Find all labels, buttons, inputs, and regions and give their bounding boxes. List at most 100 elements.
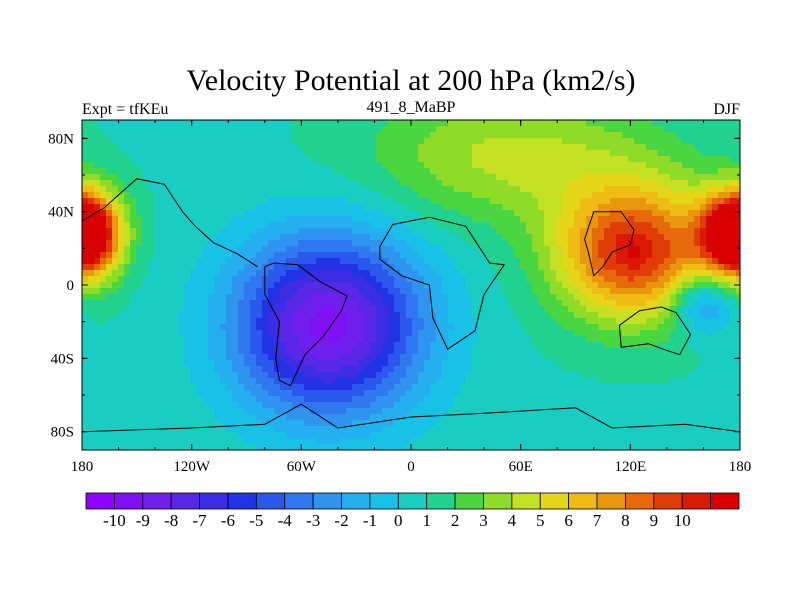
field-cell	[640, 246, 647, 253]
field-cell	[604, 372, 611, 379]
field-cell	[682, 378, 689, 385]
field-cell	[238, 186, 245, 193]
field-cell	[556, 336, 563, 343]
field-cell	[244, 258, 251, 265]
field-cell	[154, 150, 161, 157]
field-cell	[460, 156, 467, 163]
field-cell	[472, 138, 479, 145]
field-cell	[292, 186, 299, 193]
field-cell	[502, 258, 509, 265]
field-cell	[694, 360, 701, 367]
field-cell	[418, 168, 425, 175]
field-cell	[586, 144, 593, 151]
field-cell	[130, 270, 137, 277]
field-cell	[700, 240, 707, 247]
field-cell	[640, 366, 647, 373]
field-cell	[412, 126, 419, 133]
field-cell	[310, 384, 317, 391]
field-cell	[142, 378, 149, 385]
field-cell	[298, 306, 305, 313]
field-cell	[628, 270, 635, 277]
field-cell	[148, 168, 155, 175]
field-cell	[358, 126, 365, 133]
field-cell	[682, 246, 689, 253]
field-cell	[94, 126, 101, 133]
field-cell	[628, 216, 635, 223]
field-cell	[322, 204, 329, 211]
field-cell	[460, 354, 467, 361]
field-cell	[118, 120, 125, 127]
field-cell	[352, 204, 359, 211]
field-cell	[682, 138, 689, 145]
field-cell	[244, 336, 251, 343]
field-cell	[388, 246, 395, 253]
field-cell	[112, 384, 119, 391]
field-cell	[658, 198, 665, 205]
field-cell	[712, 174, 719, 181]
field-cell	[580, 180, 587, 187]
field-cell	[514, 294, 521, 301]
field-cell	[640, 150, 647, 157]
field-cell	[310, 120, 317, 127]
field-cell	[676, 156, 683, 163]
field-cell	[730, 258, 737, 265]
field-cell	[346, 348, 353, 355]
field-cell	[448, 282, 455, 289]
field-cell	[688, 384, 695, 391]
field-cell	[634, 270, 641, 277]
field-cell	[592, 240, 599, 247]
field-cell	[712, 270, 719, 277]
field-cell	[166, 390, 173, 397]
field-cell	[250, 198, 257, 205]
field-cell	[382, 228, 389, 235]
field-cell	[262, 210, 269, 217]
field-cell	[154, 330, 161, 337]
field-cell	[376, 324, 383, 331]
field-cell	[652, 366, 659, 373]
field-cell	[628, 210, 635, 217]
field-cell	[424, 360, 431, 367]
field-cell	[658, 168, 665, 175]
field-cell	[262, 318, 269, 325]
field-cell	[640, 228, 647, 235]
field-cell	[358, 144, 365, 151]
field-cell	[724, 366, 731, 373]
field-cell	[340, 192, 347, 199]
field-cell	[616, 228, 623, 235]
field-cell	[400, 144, 407, 151]
field-cell	[640, 342, 647, 349]
field-cell	[100, 180, 107, 187]
field-cell	[670, 126, 677, 133]
field-cell	[172, 372, 179, 379]
field-cell	[382, 336, 389, 343]
field-cell	[388, 138, 395, 145]
field-cell	[172, 324, 179, 331]
field-cell	[640, 168, 647, 175]
field-cell	[706, 270, 713, 277]
center-label: 491_8_MaBP	[367, 99, 456, 116]
field-cell	[688, 288, 695, 295]
field-cell	[562, 294, 569, 301]
field-cell	[226, 162, 233, 169]
field-cell	[466, 360, 473, 367]
field-cell	[208, 234, 215, 241]
field-cell	[316, 174, 323, 181]
field-cell	[166, 366, 173, 373]
field-cell	[184, 354, 191, 361]
field-cell	[388, 366, 395, 373]
field-cell	[700, 312, 707, 319]
field-cell	[124, 198, 131, 205]
field-cell	[502, 222, 509, 229]
field-cell	[274, 258, 281, 265]
field-cell	[442, 294, 449, 301]
field-cell	[574, 240, 581, 247]
field-cell	[430, 180, 437, 187]
field-cell	[736, 276, 740, 283]
field-cell	[226, 150, 233, 157]
field-cell	[364, 216, 371, 223]
field-cell	[592, 348, 599, 355]
field-cell	[250, 336, 257, 343]
field-cell	[490, 234, 497, 241]
field-cell	[136, 186, 143, 193]
field-cell	[562, 222, 569, 229]
